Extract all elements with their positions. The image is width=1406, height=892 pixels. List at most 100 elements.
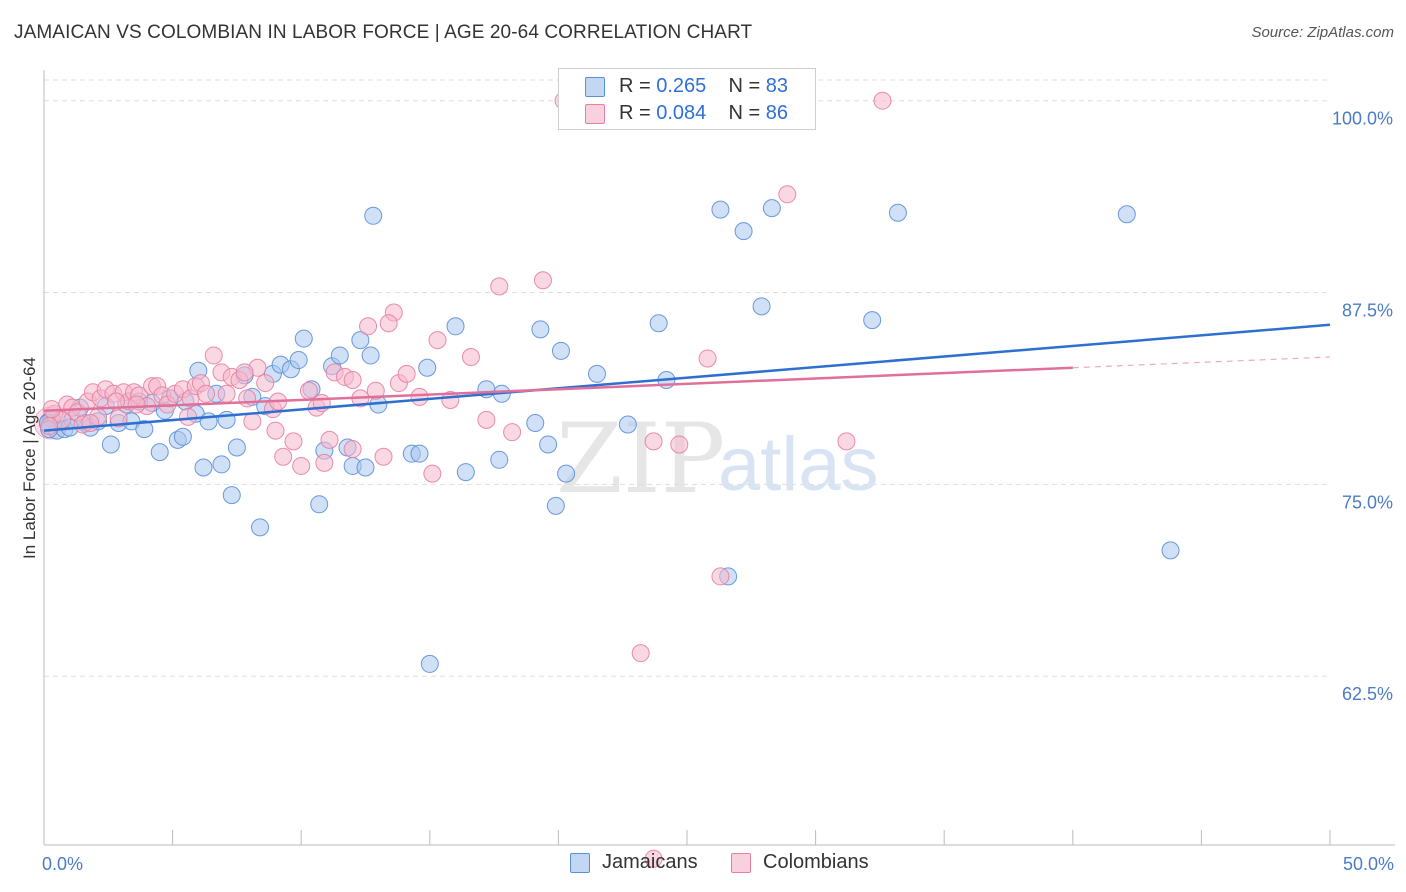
jamaican-point (456, 463, 475, 482)
colombian-point (670, 435, 689, 454)
colombian-point (461, 347, 480, 366)
jamaican-point (310, 495, 329, 514)
colombian-point (503, 423, 522, 442)
watermark-zip: ZIP (556, 403, 725, 515)
jamaican-point (289, 351, 308, 370)
legend-r-value: 0.265 (656, 75, 707, 97)
colombian-point (533, 271, 552, 290)
legend-n-label: N = (728, 75, 766, 97)
jamaican-point (101, 435, 120, 454)
jamaican-point (194, 458, 213, 477)
jamaican-point (135, 420, 154, 439)
colombian-point (477, 410, 496, 429)
colombian-point (299, 381, 318, 400)
jamaican-point (531, 320, 550, 339)
jamaican-point (539, 435, 558, 454)
jamaican-point (361, 346, 380, 365)
colombian-point (107, 392, 126, 411)
jamaican-point (330, 346, 349, 365)
trend-lines (43, 323, 1331, 432)
colombian-point (343, 440, 362, 459)
colombian-trend-extension (1072, 356, 1331, 369)
y-tick-label: 87.5% (1342, 301, 1393, 321)
axes (43, 70, 1395, 846)
jamaican-point (446, 317, 465, 336)
jamaican-point (351, 331, 370, 350)
colombian-point (243, 412, 262, 431)
axis-labels: 62.5% 75.0% 87.5% 100.0% 0.0% 50.0% In Labor F… (20, 109, 1394, 874)
colombian-point (423, 464, 442, 483)
legend-swatch-blue (585, 77, 605, 97)
y-axis-title: In Labor Force | Age 20-64 (20, 357, 39, 559)
jamaican-point (173, 427, 192, 446)
bottom-legend-label: Jamaicans (602, 851, 698, 873)
jamaican-point (551, 341, 570, 360)
jamaican-point (762, 199, 781, 218)
legend-n-value: 83 (765, 75, 789, 97)
jamaican-point (222, 486, 241, 505)
jamaican-point (587, 364, 606, 383)
colombian-point (778, 185, 797, 204)
colombian-point (81, 413, 100, 432)
legend-swatch-pink (585, 104, 605, 124)
x-tick-label: 0.0% (42, 854, 83, 874)
colombian-point (698, 349, 717, 368)
colombian-point (374, 447, 393, 466)
legend-r-value: 0.084 (656, 102, 707, 124)
watermark: ZIP atlas (556, 403, 879, 515)
colombian-point (292, 456, 311, 475)
colombian-point (40, 417, 59, 436)
jamaican-point (251, 518, 270, 537)
colombian-point (179, 407, 198, 426)
colombian-point (379, 314, 398, 333)
colombian-point (235, 363, 254, 382)
jamaican-point (1161, 541, 1180, 560)
jamaican-point (150, 443, 169, 462)
legend-r-label: R = (619, 102, 657, 124)
colombian-point (644, 849, 663, 868)
colombian-point (197, 384, 216, 403)
colombian-trend-line (43, 366, 1073, 412)
jamaican-point (557, 464, 576, 483)
jamaican-point (526, 413, 545, 432)
jamaican-point (546, 496, 565, 515)
colombian-point (127, 395, 146, 414)
jamaican-trend-line (43, 323, 1331, 432)
jamaican-point (420, 654, 439, 673)
source-label: Source: ZipAtlas.com (1251, 24, 1394, 41)
colombian-point (274, 447, 293, 466)
y-tick-label: 75.0% (1342, 492, 1393, 512)
jamaican-point (734, 222, 753, 241)
colombian-point (410, 387, 429, 406)
colombian-point (204, 346, 223, 365)
colombian-point (366, 381, 385, 400)
legend-n-value: 86 (765, 102, 789, 124)
x-tick-label: 50.0% (1343, 854, 1394, 874)
correlation-legend: R = 0.265 N = 83 R = 0.084 N = 86 (558, 68, 816, 130)
colombian-point (343, 371, 362, 389)
jamaican-point (418, 358, 437, 377)
jamaican-point (863, 311, 882, 330)
chart-title: JAMAICAN VS COLOMBIAN IN LABOR FORCE | A… (14, 22, 753, 43)
jamaican-point (618, 415, 637, 434)
colombian-point (873, 91, 892, 110)
bottom-legend-label: Colombians (763, 851, 869, 873)
jamaican-point (752, 297, 771, 316)
colombian-point (631, 644, 650, 663)
colombian-point (217, 384, 236, 403)
jamaican-point (649, 314, 668, 333)
colombian-point (320, 430, 339, 449)
colombian-point (266, 421, 285, 440)
colombian-point (397, 364, 416, 383)
jamaican-point (356, 458, 375, 477)
colombian-point (238, 389, 257, 408)
colombian-point (490, 277, 509, 296)
jamaican-point (1117, 205, 1136, 224)
colombian-point (284, 432, 303, 451)
jamaican-point (212, 455, 231, 474)
colombian-point (256, 374, 275, 393)
jamaican-point (490, 450, 509, 469)
y-tick-label: 62.5% (1342, 684, 1393, 704)
colombian-point (428, 331, 447, 350)
